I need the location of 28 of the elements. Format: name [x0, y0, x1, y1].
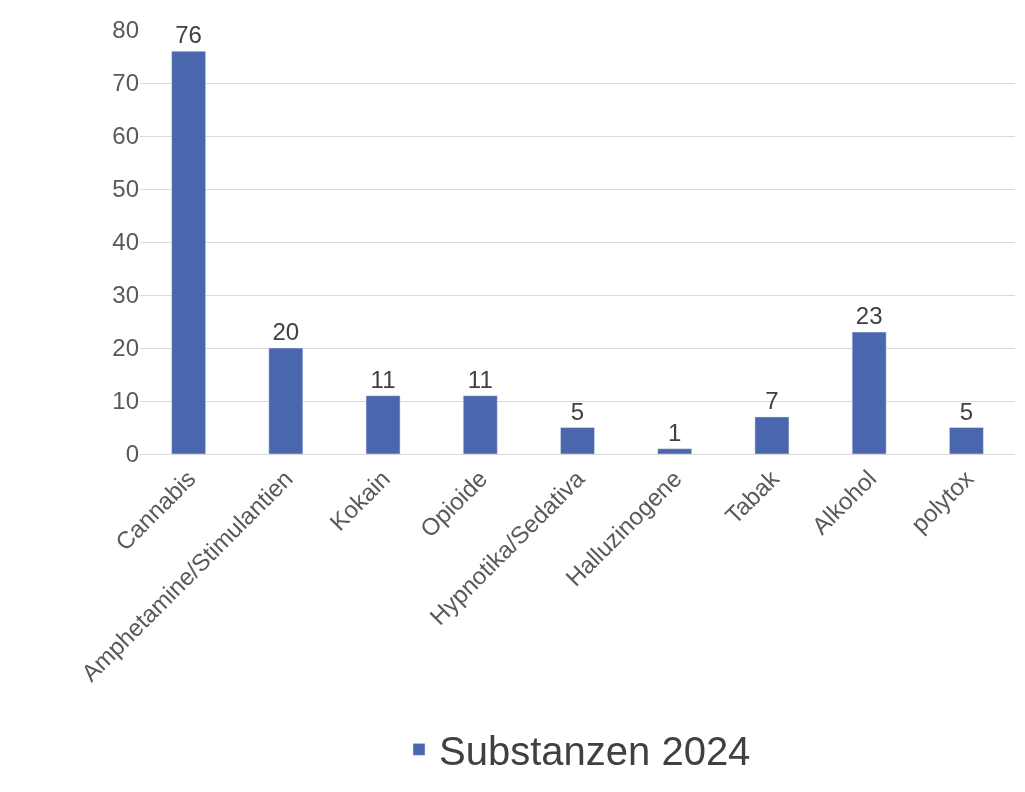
bar	[463, 395, 498, 454]
y-tick-label: 60	[112, 122, 139, 150]
y-tick-label: 10	[112, 387, 139, 415]
y-tick-label: 40	[112, 228, 139, 256]
bar	[949, 427, 984, 454]
y-tick-label: 70	[112, 69, 139, 97]
y-tick-label: 0	[125, 440, 139, 468]
bar	[365, 395, 401, 454]
data-label: 7	[765, 386, 779, 414]
bar	[851, 331, 887, 454]
bar	[560, 427, 595, 454]
y-tick-label: 20	[112, 334, 139, 362]
data-label: 23	[855, 302, 883, 330]
bar	[754, 416, 790, 454]
bar	[171, 50, 206, 454]
data-label: 76	[175, 21, 202, 49]
y-tick-label: 30	[112, 281, 139, 309]
y-tick-label: 50	[112, 175, 139, 203]
legend-label: Substanzen 2024	[439, 728, 751, 773]
bar	[657, 448, 692, 454]
y-tick-label: 80	[112, 16, 139, 44]
data-label: 20	[272, 318, 300, 345]
bar	[268, 347, 304, 454]
data-label: 5	[570, 397, 585, 425]
data-label: 1	[668, 418, 682, 446]
data-label: 11	[467, 365, 493, 393]
data-label: 5	[959, 397, 974, 425]
data-label: 11	[370, 365, 396, 393]
